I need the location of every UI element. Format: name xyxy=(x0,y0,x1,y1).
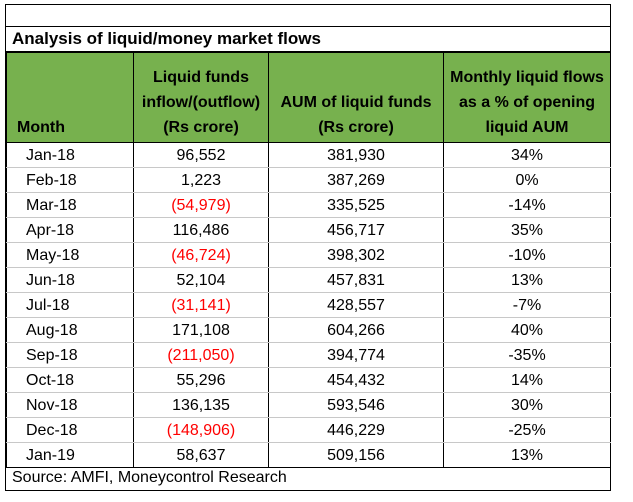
cell-pct: 0% xyxy=(443,167,611,193)
cell-aum: 604,266 xyxy=(268,317,444,343)
cell-liquid-flow: 96,552 xyxy=(133,142,269,168)
table-row: Oct-18 55,296 454,432 14% xyxy=(6,367,611,393)
table-row: Sep-18 (211,050) 394,774 -35% xyxy=(6,342,611,368)
cell-pct: -10% xyxy=(443,242,611,268)
cell-month: Jul-18 xyxy=(6,292,134,318)
cell-aum: 509,156 xyxy=(268,442,444,468)
cell-pct: 13% xyxy=(443,267,611,293)
cell-month: Apr-18 xyxy=(6,217,134,243)
cell-pct: 13% xyxy=(443,442,611,468)
table-row: Apr-18 116,486 456,717 35% xyxy=(6,217,611,243)
cell-pct: -14% xyxy=(443,192,611,218)
cell-month: Sep-18 xyxy=(6,342,134,368)
cell-pct: 34% xyxy=(443,142,611,168)
cell-pct: -25% xyxy=(443,417,611,443)
cell-liquid-flow: 55,296 xyxy=(133,367,269,393)
cell-aum: 381,930 xyxy=(268,142,444,168)
cell-pct: 14% xyxy=(443,367,611,393)
cell-month: Oct-18 xyxy=(6,367,134,393)
cell-aum: 398,302 xyxy=(268,242,444,268)
cell-liquid-flow: (148,906) xyxy=(133,417,269,443)
cell-aum: 446,229 xyxy=(268,417,444,443)
cell-liquid-flow: (31,141) xyxy=(133,292,269,318)
table-row: Jun-18 52,104 457,831 13% xyxy=(6,267,611,293)
cell-liquid-flow: 136,135 xyxy=(133,392,269,418)
cell-liquid-flow: (54,979) xyxy=(133,192,269,218)
table-row: Mar-18 (54,979) 335,525 -14% xyxy=(6,192,611,218)
header-row: Month Liquid funds inflow/(outflow) (Rs … xyxy=(6,52,611,143)
cell-month: Dec-18 xyxy=(6,417,134,443)
cell-month: Jan-18 xyxy=(6,142,134,168)
flows-table: Month Liquid funds inflow/(outflow) (Rs … xyxy=(6,52,611,468)
cell-liquid-flow: 52,104 xyxy=(133,267,269,293)
table-row: Feb-18 1,223 387,269 0% xyxy=(6,167,611,193)
cell-aum: 428,557 xyxy=(268,292,444,318)
table-row: May-18 (46,724) 398,302 -10% xyxy=(6,242,611,268)
cell-liquid-flow: 1,223 xyxy=(133,167,269,193)
table-row: Aug-18 171,108 604,266 40% xyxy=(6,317,611,343)
cell-month: Jun-18 xyxy=(6,267,134,293)
cell-liquid-flow: (211,050) xyxy=(133,342,269,368)
cell-aum: 456,717 xyxy=(268,217,444,243)
table-row: Jan-19 58,637 509,156 13% xyxy=(6,442,611,468)
cell-pct: 30% xyxy=(443,392,611,418)
cell-aum: 394,774 xyxy=(268,342,444,368)
cell-aum: 335,525 xyxy=(268,192,444,218)
cell-pct: -7% xyxy=(443,292,611,318)
cell-month: May-18 xyxy=(6,242,134,268)
cell-aum: 457,831 xyxy=(268,267,444,293)
table-row: Jul-18 (31,141) 428,557 -7% xyxy=(6,292,611,318)
table-row: Nov-18 136,135 593,546 30% xyxy=(6,392,611,418)
cell-liquid-flow: 116,486 xyxy=(133,217,269,243)
table-title: Analysis of liquid/money market flows xyxy=(6,26,610,52)
table-row: Jan-18 96,552 381,930 34% xyxy=(6,142,611,168)
header-month: Month xyxy=(6,52,134,143)
cell-aum: 454,432 xyxy=(268,367,444,393)
cell-aum: 593,546 xyxy=(268,392,444,418)
header-pct-of-aum: Monthly liquid flows as a % of opening l… xyxy=(443,52,611,143)
cell-month: Aug-18 xyxy=(6,317,134,343)
cell-pct: 35% xyxy=(443,217,611,243)
header-aum: AUM of liquid funds (Rs crore) xyxy=(268,52,444,143)
table-row: Dec-18 (148,906) 446,229 -25% xyxy=(6,417,611,443)
cell-liquid-flow: (46,724) xyxy=(133,242,269,268)
source-note: Source: AMFI, Moneycontrol Research xyxy=(12,469,287,486)
cell-month: Jan-19 xyxy=(6,442,134,468)
cell-aum: 387,269 xyxy=(268,167,444,193)
header-liquid-flow: Liquid funds inflow/(outflow) (Rs crore) xyxy=(133,52,269,143)
cell-month: Nov-18 xyxy=(6,392,134,418)
cell-liquid-flow: 171,108 xyxy=(133,317,269,343)
cell-pct: 40% xyxy=(443,317,611,343)
cell-month: Mar-18 xyxy=(6,192,134,218)
cell-liquid-flow: 58,637 xyxy=(133,442,269,468)
cell-pct: -35% xyxy=(443,342,611,368)
table-sheet: Analysis of liquid/money market flows Mo… xyxy=(5,4,611,491)
cell-month: Feb-18 xyxy=(6,167,134,193)
